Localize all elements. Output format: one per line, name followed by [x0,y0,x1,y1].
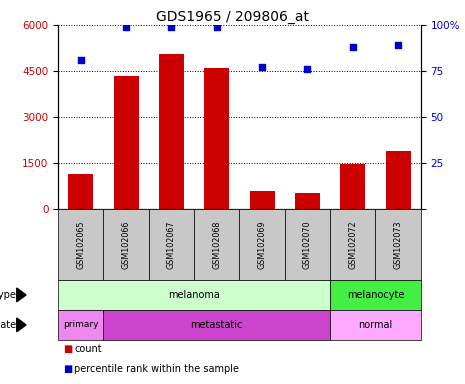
Point [77,57,85,63]
Text: ■: ■ [63,364,72,374]
Text: GSM102073: GSM102073 [394,220,403,269]
Text: GSM102067: GSM102067 [167,220,176,269]
Bar [113,76,139,209]
Bar [295,193,320,209]
Point [259,64,266,70]
Text: count: count [74,344,102,354]
Bar [204,68,229,209]
Text: GSM102068: GSM102068 [213,220,221,268]
Point [304,66,311,72]
Text: GSM102069: GSM102069 [258,220,266,269]
Point [122,24,130,30]
Point [394,42,402,48]
Text: GSM102070: GSM102070 [303,220,312,269]
Text: GSM102065: GSM102065 [76,220,85,269]
Bar [159,54,184,209]
Text: melanoma: melanoma [168,290,220,300]
Text: primary: primary [63,320,99,329]
Text: cell type: cell type [0,290,16,300]
Bar [68,174,93,209]
Text: GDS1965 / 209806_at: GDS1965 / 209806_at [156,10,309,23]
Text: ■: ■ [63,344,72,354]
Point [168,24,175,30]
Text: melanocyte: melanocyte [347,290,404,300]
Text: metastatic: metastatic [191,320,243,330]
Text: GSM102066: GSM102066 [122,220,131,268]
Bar [340,164,365,209]
Point [349,44,357,50]
Bar [385,151,411,209]
Point [213,24,220,30]
Text: percentile rank within the sample: percentile rank within the sample [74,364,239,374]
Text: disease state: disease state [0,320,16,330]
Text: normal: normal [359,320,392,330]
Bar [250,191,275,209]
Text: GSM102072: GSM102072 [348,220,357,269]
